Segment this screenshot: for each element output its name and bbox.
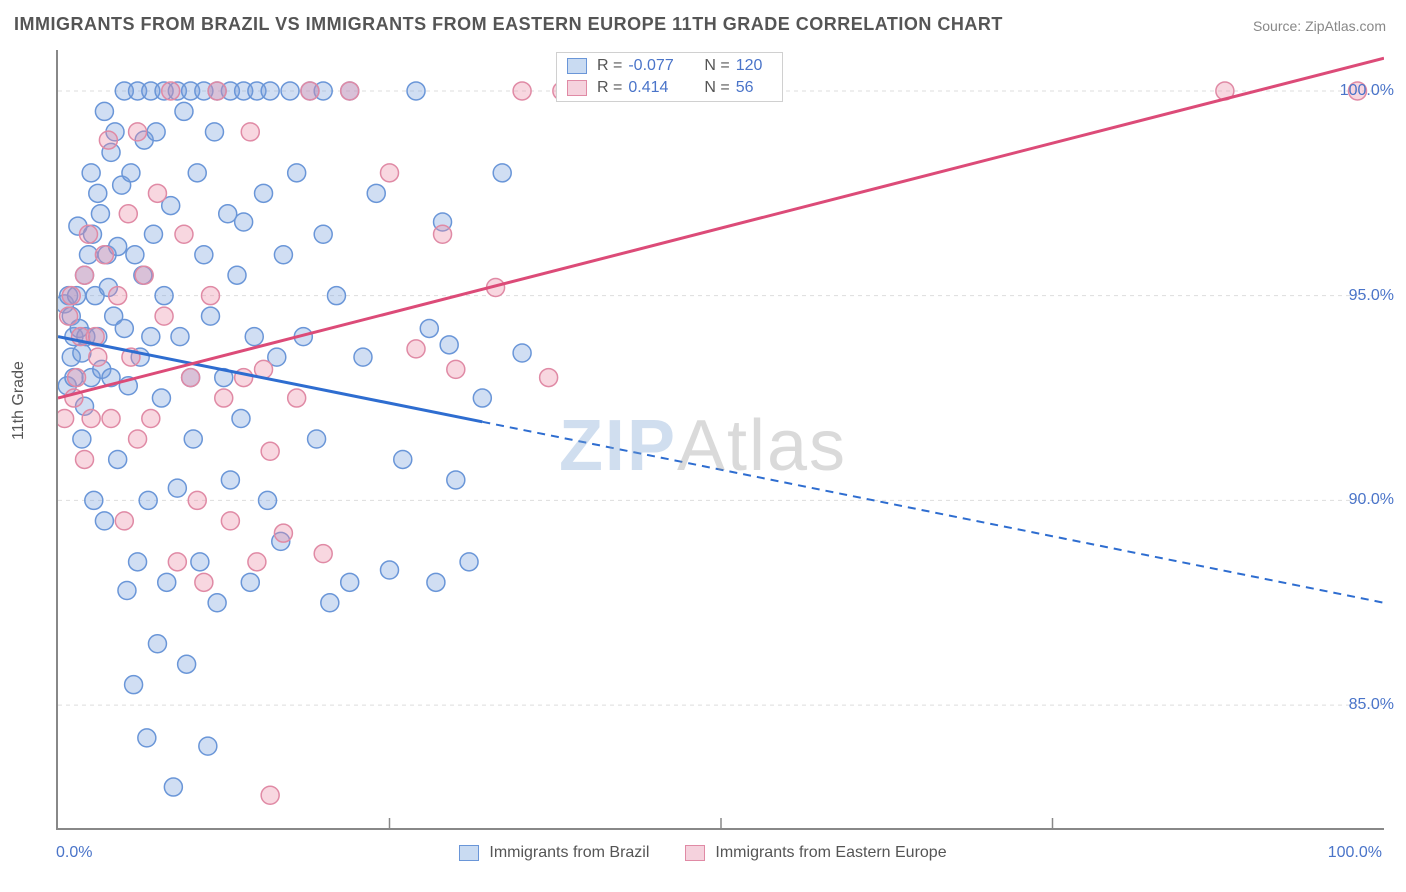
y-tick-label: 95.0% — [1349, 287, 1394, 305]
legend-item-eastern-europe: Immigrants from Eastern Europe — [685, 844, 946, 862]
n-label: N = — [704, 79, 729, 97]
eastern-europe-legend-swatch — [685, 845, 705, 861]
brazil-n-value: 120 — [736, 57, 772, 75]
plot-area — [56, 50, 1384, 830]
y-tick-label: 85.0% — [1349, 696, 1394, 714]
eastern-europe-n-value: 56 — [736, 79, 772, 97]
eastern-europe-swatch — [567, 80, 587, 96]
chart-title: IMMIGRANTS FROM BRAZIL VS IMMIGRANTS FRO… — [14, 14, 1003, 35]
source-label: Source: ZipAtlas.com — [1253, 18, 1386, 34]
y-tick-label: 100.0% — [1340, 82, 1394, 100]
r-label: R = — [597, 57, 622, 75]
stats-row-eastern-europe: R = 0.414 N = 56 — [557, 77, 782, 99]
n-label: N = — [704, 57, 729, 75]
y-tick-label: 90.0% — [1349, 491, 1394, 509]
brazil-r-value: -0.077 — [628, 57, 688, 75]
eastern-europe-legend-label: Immigrants from Eastern Europe — [715, 844, 946, 862]
correlation-stats-box: R = -0.077 N = 120 R = 0.414 N = 56 — [556, 52, 783, 102]
brazil-legend-label: Immigrants from Brazil — [489, 844, 649, 862]
brazil-swatch — [567, 58, 587, 74]
stats-row-brazil: R = -0.077 N = 120 — [557, 55, 782, 77]
eastern-europe-r-value: 0.414 — [628, 79, 688, 97]
r-label: R = — [597, 79, 622, 97]
legend: Immigrants from Brazil Immigrants from E… — [0, 844, 1406, 862]
y-axis-label: 11th Grade — [10, 361, 28, 440]
legend-item-brazil: Immigrants from Brazil — [459, 844, 649, 862]
chart-svg — [58, 50, 1384, 828]
brazil-legend-swatch — [459, 845, 479, 861]
